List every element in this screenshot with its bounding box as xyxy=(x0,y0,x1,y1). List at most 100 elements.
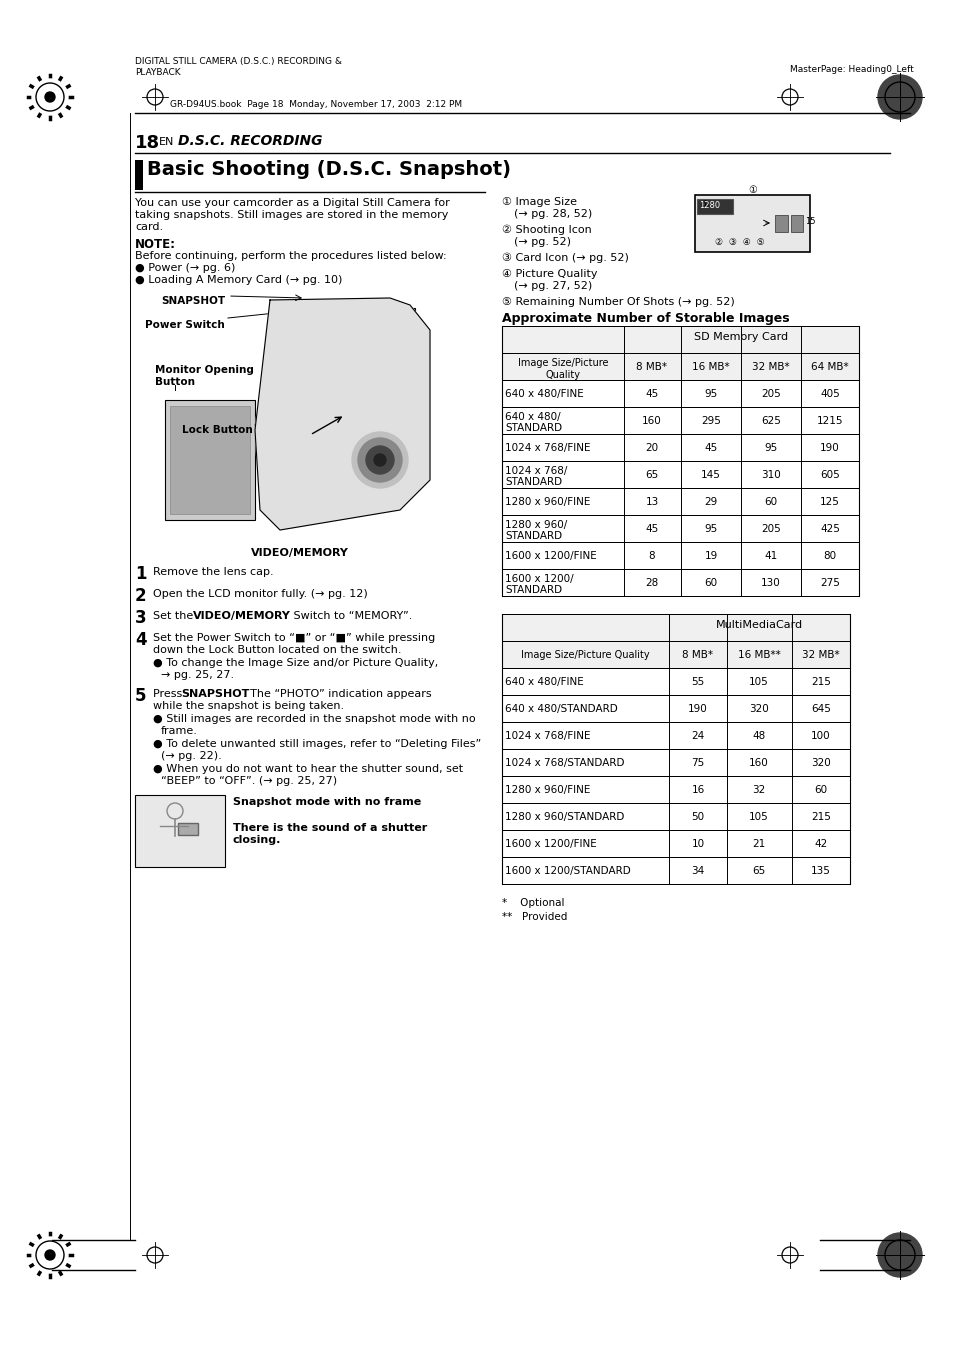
Text: ● Power (→ pg. 6): ● Power (→ pg. 6) xyxy=(135,263,235,273)
Text: STANDARD: STANDARD xyxy=(504,477,561,486)
Text: 1024 x 768/FINE: 1024 x 768/FINE xyxy=(504,443,590,453)
Text: 320: 320 xyxy=(810,758,830,767)
Text: 100: 100 xyxy=(810,731,830,740)
Text: ● To delete unwanted still images, refer to “Deleting Files”: ● To delete unwanted still images, refer… xyxy=(152,739,480,748)
Text: 1600 x 1200/FINE: 1600 x 1200/FINE xyxy=(504,551,597,561)
Text: 41: 41 xyxy=(763,551,777,561)
Text: 1024 x 768/FINE: 1024 x 768/FINE xyxy=(504,731,590,740)
Text: 20: 20 xyxy=(645,443,658,453)
Text: 645: 645 xyxy=(810,704,830,713)
Text: 45: 45 xyxy=(644,389,658,399)
Text: D.S.C. RECORDING: D.S.C. RECORDING xyxy=(178,134,322,149)
Text: 8 MB*: 8 MB* xyxy=(681,650,713,661)
Bar xyxy=(501,802,849,830)
Text: Press: Press xyxy=(152,689,186,698)
Text: . The “PHOTO” indication appears: . The “PHOTO” indication appears xyxy=(243,689,431,698)
Text: 145: 145 xyxy=(700,470,720,480)
Circle shape xyxy=(357,438,401,482)
Text: (→ pg. 28, 52): (→ pg. 28, 52) xyxy=(514,209,592,219)
Text: 21: 21 xyxy=(752,839,765,848)
Circle shape xyxy=(352,432,408,488)
Bar xyxy=(135,794,225,867)
Text: ①: ① xyxy=(748,185,757,195)
Text: 1: 1 xyxy=(135,565,147,584)
Text: ⑤ Remaining Number Of Shots (→ pg. 52): ⑤ Remaining Number Of Shots (→ pg. 52) xyxy=(501,297,734,307)
Text: 95: 95 xyxy=(763,443,777,453)
Text: ②  ③  ④  ⑤: ② ③ ④ ⑤ xyxy=(714,238,764,247)
Text: MasterPage: Heading0_Left: MasterPage: Heading0_Left xyxy=(789,65,913,74)
Text: STANDARD: STANDARD xyxy=(504,585,561,594)
Text: You can use your camcorder as a Digital Still Camera for: You can use your camcorder as a Digital … xyxy=(135,199,449,208)
Text: GR-D94US.book  Page 18  Monday, November 17, 2003  2:12 PM: GR-D94US.book Page 18 Monday, November 1… xyxy=(170,100,461,109)
Text: ● Loading A Memory Card (→ pg. 10): ● Loading A Memory Card (→ pg. 10) xyxy=(135,276,342,285)
Text: 64 MB*: 64 MB* xyxy=(810,362,848,372)
Text: 16: 16 xyxy=(691,785,704,794)
Text: frame.: frame. xyxy=(161,725,197,736)
Text: 625: 625 xyxy=(760,416,781,426)
Text: 24: 24 xyxy=(691,731,704,740)
Circle shape xyxy=(877,76,921,119)
Text: 190: 190 xyxy=(820,443,839,453)
Text: 310: 310 xyxy=(760,470,781,480)
Text: Set the Power Switch to “■” or “■” while pressing: Set the Power Switch to “■” or “■” while… xyxy=(152,634,435,643)
Text: 130: 130 xyxy=(760,578,781,588)
Text: ② Shooting Icon: ② Shooting Icon xyxy=(501,226,591,235)
Circle shape xyxy=(877,1233,921,1277)
Text: 13: 13 xyxy=(644,497,658,507)
Text: NOTE:: NOTE: xyxy=(135,238,175,251)
Bar xyxy=(501,748,849,775)
Text: 105: 105 xyxy=(748,677,768,688)
Bar xyxy=(501,721,849,748)
Text: 50: 50 xyxy=(691,812,704,821)
Bar xyxy=(135,159,143,190)
Text: Set the: Set the xyxy=(152,611,196,621)
Bar xyxy=(280,300,359,345)
Text: 275: 275 xyxy=(820,578,839,588)
Text: card.: card. xyxy=(135,222,163,232)
Text: 19: 19 xyxy=(703,551,717,561)
Text: (→ pg. 52): (→ pg. 52) xyxy=(514,236,571,247)
Text: 65: 65 xyxy=(644,470,658,480)
Text: 105: 105 xyxy=(748,812,768,821)
Text: 1280 x 960/STANDARD: 1280 x 960/STANDARD xyxy=(504,812,623,821)
Text: down the Lock Button located on the switch.: down the Lock Button located on the swit… xyxy=(152,644,401,655)
Bar xyxy=(501,353,858,380)
Text: 295: 295 xyxy=(700,416,720,426)
Bar xyxy=(501,640,849,667)
Text: 205: 205 xyxy=(760,389,781,399)
Text: 15: 15 xyxy=(804,218,815,226)
Text: 160: 160 xyxy=(748,758,768,767)
Text: ● When you do not want to hear the shutter sound, set: ● When you do not want to hear the shutt… xyxy=(152,765,462,774)
Bar xyxy=(501,407,858,434)
Text: VIDEO/MEMORY: VIDEO/MEMORY xyxy=(251,549,349,558)
Text: Monitor Opening: Monitor Opening xyxy=(154,365,253,376)
Text: 1024 x 768/: 1024 x 768/ xyxy=(504,466,567,476)
Text: 1600 x 1200/STANDARD: 1600 x 1200/STANDARD xyxy=(504,866,630,875)
Bar xyxy=(165,400,254,520)
Bar xyxy=(790,215,802,232)
Bar xyxy=(170,407,250,513)
Circle shape xyxy=(45,92,55,101)
Polygon shape xyxy=(254,299,430,530)
Text: 4: 4 xyxy=(135,631,147,648)
Circle shape xyxy=(366,446,394,474)
Bar xyxy=(290,405,359,444)
Text: 16 MB*: 16 MB* xyxy=(692,362,729,372)
Text: 75: 75 xyxy=(691,758,704,767)
Text: 640 x 480/FINE: 640 x 480/FINE xyxy=(504,389,583,399)
Text: ①: ① xyxy=(700,200,708,209)
Text: 1600 x 1200/FINE: 1600 x 1200/FINE xyxy=(504,839,597,848)
Text: 215: 215 xyxy=(810,677,830,688)
Text: 215: 215 xyxy=(810,812,830,821)
Text: 190: 190 xyxy=(687,704,707,713)
Text: 32: 32 xyxy=(752,785,765,794)
Text: 8 MB*: 8 MB* xyxy=(636,362,667,372)
Text: 65: 65 xyxy=(752,866,765,875)
Text: 5: 5 xyxy=(135,688,147,705)
Text: 135: 135 xyxy=(810,866,830,875)
Circle shape xyxy=(45,1250,55,1260)
Text: while the snapshot is being taken.: while the snapshot is being taken. xyxy=(152,701,344,711)
Text: 425: 425 xyxy=(820,524,839,534)
Text: ④ Picture Quality: ④ Picture Quality xyxy=(501,269,597,280)
Text: Button: Button xyxy=(154,377,194,386)
